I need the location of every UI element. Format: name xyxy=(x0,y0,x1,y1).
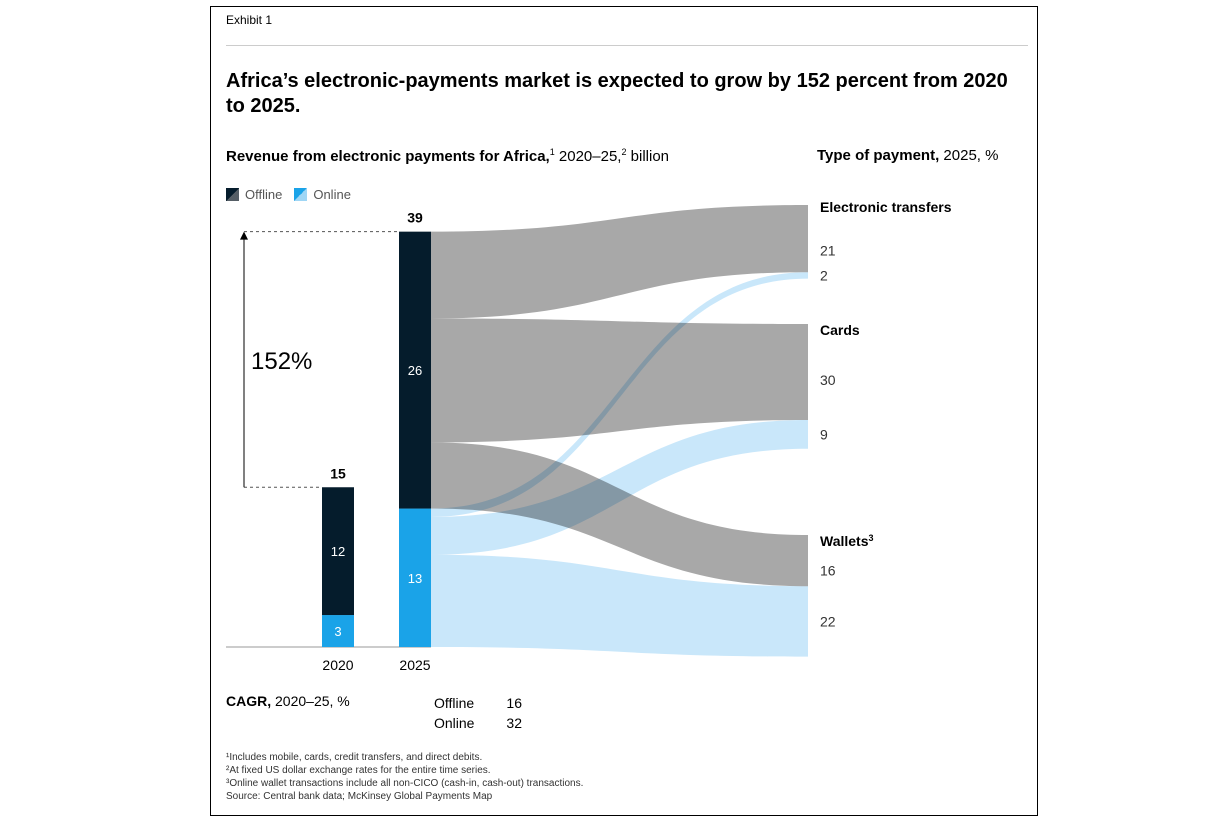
cagr-name: Offline xyxy=(434,695,475,711)
sankey-value-label: 22 xyxy=(820,613,836,629)
cagr-name: Online xyxy=(434,715,475,731)
subtitle-sup-2: 2 xyxy=(621,147,627,157)
bar-label-online: 13 xyxy=(408,571,422,586)
sankey-flow xyxy=(431,442,808,587)
bar-label-online: 3 xyxy=(334,624,341,639)
chart-svg: Electronic transfersCardsWallets32123091… xyxy=(226,199,952,673)
cagr-row-online: Online 32 xyxy=(434,713,522,733)
cagr-table: Offline 16 Online 32 xyxy=(434,693,522,733)
exhibit-frame: Exhibit 1 Africa’s electronic-payments m… xyxy=(210,6,1038,816)
cagr-value: 16 xyxy=(506,695,522,711)
sankey-flow xyxy=(431,205,808,319)
footnote-3: ³Online wallet transactions include all … xyxy=(226,778,584,789)
subtitle-bold: Revenue from electronic payments for Afr… xyxy=(226,148,550,165)
sankey-value-label: 30 xyxy=(820,372,836,388)
sankey-flow xyxy=(431,554,808,657)
sankey-value-label: 21 xyxy=(820,243,836,259)
legend-swatch-offline xyxy=(226,188,239,201)
x-tick-label: 2025 xyxy=(399,657,430,673)
legend-swatch-online xyxy=(294,188,308,201)
bar-total-label: 39 xyxy=(407,210,423,226)
bar-total-label: 15 xyxy=(330,465,346,481)
cagr-value: 32 xyxy=(506,715,522,731)
sankey-value-label: 16 xyxy=(820,563,836,579)
subtitle-sup-1: 1 xyxy=(549,147,555,157)
bar-online-2020 xyxy=(322,615,354,647)
bar-online-2025 xyxy=(399,508,431,647)
growth-arrow-head xyxy=(240,231,248,240)
sankey-value-label: 9 xyxy=(820,426,828,442)
sankey-flow xyxy=(431,420,808,555)
sankey-subtitle-bold: Type of payment, xyxy=(817,147,940,164)
growth-label: 152% xyxy=(251,348,312,375)
bar-label-offline: 12 xyxy=(331,544,345,559)
sankey-subtitle: Type of payment, 2025, % xyxy=(817,147,998,164)
bar-offline-2025 xyxy=(399,231,431,509)
sankey-group-label: Cards xyxy=(820,322,860,338)
bar-offline-2020 xyxy=(322,487,354,616)
chart-title: Africa’s electronic-payments market is e… xyxy=(226,70,1008,117)
cagr-label-bold: CAGR, xyxy=(226,693,272,709)
footnote-source: Source: Central bank data; McKinsey Glob… xyxy=(226,791,493,802)
footnotes: ¹Includes mobile, cards, credit transfer… xyxy=(226,751,583,803)
x-tick-label: 2020 xyxy=(322,657,353,673)
legend: Offline Online xyxy=(226,187,363,202)
cagr-row-offline: Offline 16 xyxy=(434,693,522,713)
sankey-subtitle-rest: 2025, % xyxy=(939,147,999,164)
cagr-label-rest: 2020–25, % xyxy=(271,693,350,709)
exhibit-label: Exhibit 1 xyxy=(226,13,273,27)
chart-subtitle: Revenue from electronic payments for Afr… xyxy=(226,147,669,165)
subtitle-unit: billion xyxy=(626,148,670,165)
legend-label-offline: Offline xyxy=(245,187,283,202)
legend-label-online: Online xyxy=(313,187,351,202)
bar-label-offline: 26 xyxy=(408,363,422,378)
cagr-label: CAGR, 2020–25, % xyxy=(226,693,350,709)
sankey-group-label: Wallets3 xyxy=(820,533,874,549)
header-divider xyxy=(226,45,1028,46)
sankey-flow xyxy=(431,318,808,443)
sankey-value-label: 2 xyxy=(820,267,828,283)
footnote-1: ¹Includes mobile, cards, credit transfer… xyxy=(226,752,483,763)
footnote-2: ²At fixed US dollar exchange rates for t… xyxy=(226,765,491,776)
sankey-group-label: Electronic transfers xyxy=(820,199,952,215)
subtitle-years: 2020–25, xyxy=(554,148,622,165)
